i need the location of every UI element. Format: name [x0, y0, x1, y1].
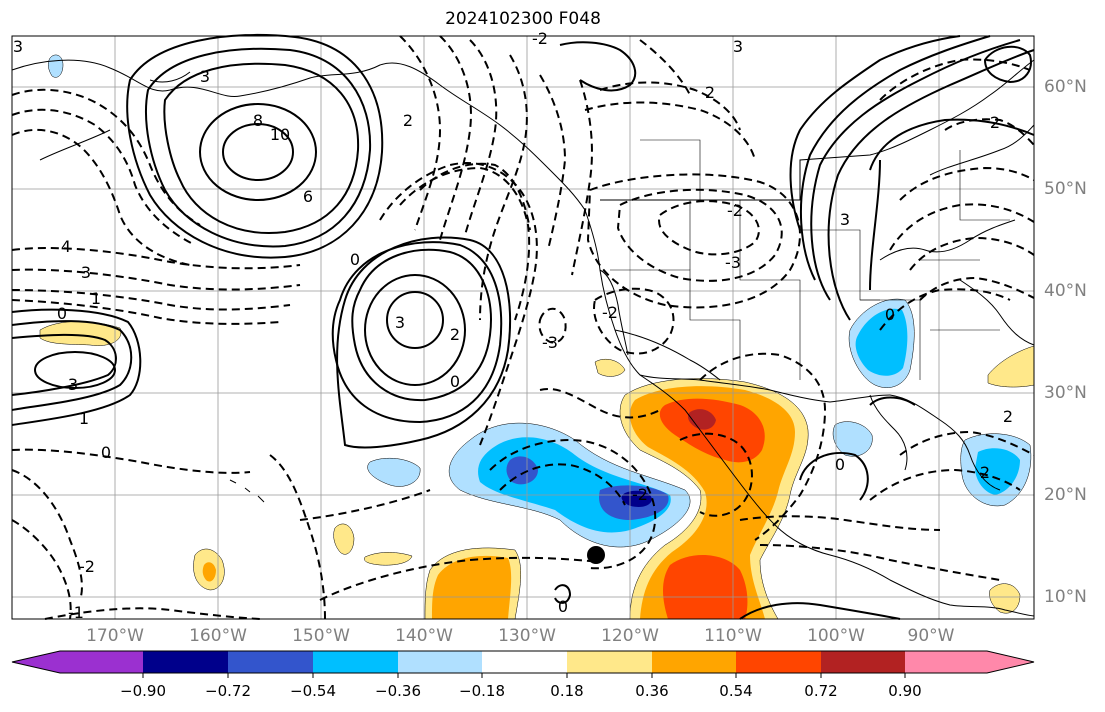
colorbar-tick-label: −0.36	[375, 682, 421, 700]
contour-label: -2	[727, 201, 743, 220]
contour-label: 1	[91, 289, 101, 308]
contour-labels: 3 3 8 10 6 4 3 1 0 0 3 3 1 0 2 -2 -2 2 0…	[13, 29, 1013, 622]
lon-label-120w: 120°W	[601, 626, 659, 646]
graticule	[12, 36, 1034, 619]
colorbar-segment	[821, 651, 906, 673]
pos-spot-baja	[594, 359, 626, 377]
contour-label: 0	[101, 443, 111, 462]
colorbar-extend-high	[987, 651, 1034, 673]
lon-label-140w: 140°W	[395, 626, 453, 646]
pos-spot-hawaii-w-core	[202, 562, 216, 582]
contour-label: -2	[532, 29, 548, 48]
colorbar-tick-label: −0.18	[459, 682, 505, 700]
colorbar-segment	[652, 651, 737, 673]
pos-region-mexico-core3	[687, 409, 716, 430]
colorbar-tick-label: −0.54	[290, 682, 336, 700]
contour-label: 3	[395, 313, 405, 332]
lat-label-20n: 20°N	[1044, 485, 1087, 505]
colorbar-outline	[11, 650, 1035, 674]
contour-label: -2	[79, 557, 95, 576]
contour-label: 10	[270, 125, 290, 144]
contour-label: 3	[840, 210, 850, 229]
pos-spot-central-am	[989, 583, 1021, 614]
contour-label: 2	[450, 325, 460, 344]
colorbar-segment	[143, 651, 229, 673]
contour-label: 0	[350, 250, 360, 269]
lon-label-100w: 100°W	[807, 626, 865, 646]
contour-label: 2	[1003, 407, 1013, 426]
colorbar-tick-label: −0.72	[205, 682, 251, 700]
contour-label: -2	[632, 485, 648, 504]
colorbar-segment	[567, 651, 653, 673]
contour-label: -1	[68, 603, 84, 622]
contour-label: 3	[13, 37, 23, 56]
dashed-contours	[11, 35, 1035, 620]
lon-label-110w: 110°W	[704, 626, 762, 646]
colorbar-ticks	[142, 673, 906, 678]
neg-spot-1	[367, 457, 421, 487]
contour-label: 8	[253, 111, 263, 130]
colorbar-segment	[228, 651, 314, 673]
colorbar-segment	[398, 651, 483, 673]
colorbar-segment	[60, 651, 145, 673]
contour-label: 2	[980, 463, 990, 482]
pos-region-mexico-core2	[663, 554, 748, 619]
lon-label-90w: 90°W	[907, 626, 955, 646]
lon-label-150w: 150°W	[292, 626, 350, 646]
colorbar-tick-label: 0.90	[888, 682, 922, 700]
contour-label: 0	[57, 304, 67, 323]
colorbar-segment	[482, 651, 568, 673]
colorbar-segment	[736, 651, 822, 673]
contour-label: -2	[602, 303, 618, 322]
lat-label-50n: 50°N	[1044, 179, 1087, 199]
contour-label: 3	[733, 37, 743, 56]
colorbar-tick-label: 0.36	[635, 682, 669, 700]
pos-region-south-inner	[432, 555, 512, 619]
colorbar-segment	[905, 651, 987, 673]
map-frame-border	[11, 35, 1035, 620]
neg-spot-gulf	[832, 421, 873, 457]
contour-label: 0	[885, 305, 895, 324]
colorbar-tick-label: 0.18	[550, 682, 584, 700]
map-title: 2024102300 F048	[445, 9, 601, 29]
lon-label-170w: 170°W	[86, 626, 144, 646]
colorbar-tick-label: −0.90	[120, 682, 166, 700]
lat-label-10n: 10°N	[1044, 587, 1087, 607]
colorbar-extend-low	[12, 651, 60, 673]
contour-label: 3	[68, 375, 78, 394]
lat-label-30n: 30°N	[1044, 383, 1087, 403]
lat-label-40n: 40°N	[1044, 281, 1087, 301]
pos-region-mexico-core1	[659, 398, 765, 463]
contour-label: 2	[705, 83, 715, 102]
contour-label: 4	[61, 237, 71, 256]
neg-region-se-us-inner	[855, 308, 908, 376]
contour-label: 3	[200, 67, 210, 86]
contour-label: 2	[403, 111, 413, 130]
contour-label: 1	[79, 409, 89, 428]
lat-label-60n: 60°N	[1044, 77, 1087, 97]
lon-label-160w: 160°W	[189, 626, 247, 646]
colorbar	[11, 650, 1035, 678]
colorbar-tick-label: 0.72	[804, 682, 838, 700]
contour-label: 6	[303, 187, 313, 206]
location-marker	[587, 546, 605, 564]
contour-label: -3	[542, 333, 558, 352]
lon-label-130w: 130°W	[498, 626, 556, 646]
contour-label: -3	[725, 253, 741, 272]
solid-contours	[11, 33, 1035, 620]
colorbar-segment	[313, 651, 399, 673]
contour-label: 0	[835, 455, 845, 474]
contour-label: 0	[450, 372, 460, 391]
pos-spot-3	[364, 552, 413, 566]
pos-spot-2	[333, 523, 355, 555]
contour-label: 0	[558, 597, 568, 616]
colorbar-tick-label: 0.54	[719, 682, 753, 700]
contour-label: 2	[990, 113, 1000, 132]
contour-label: 3	[81, 263, 91, 282]
